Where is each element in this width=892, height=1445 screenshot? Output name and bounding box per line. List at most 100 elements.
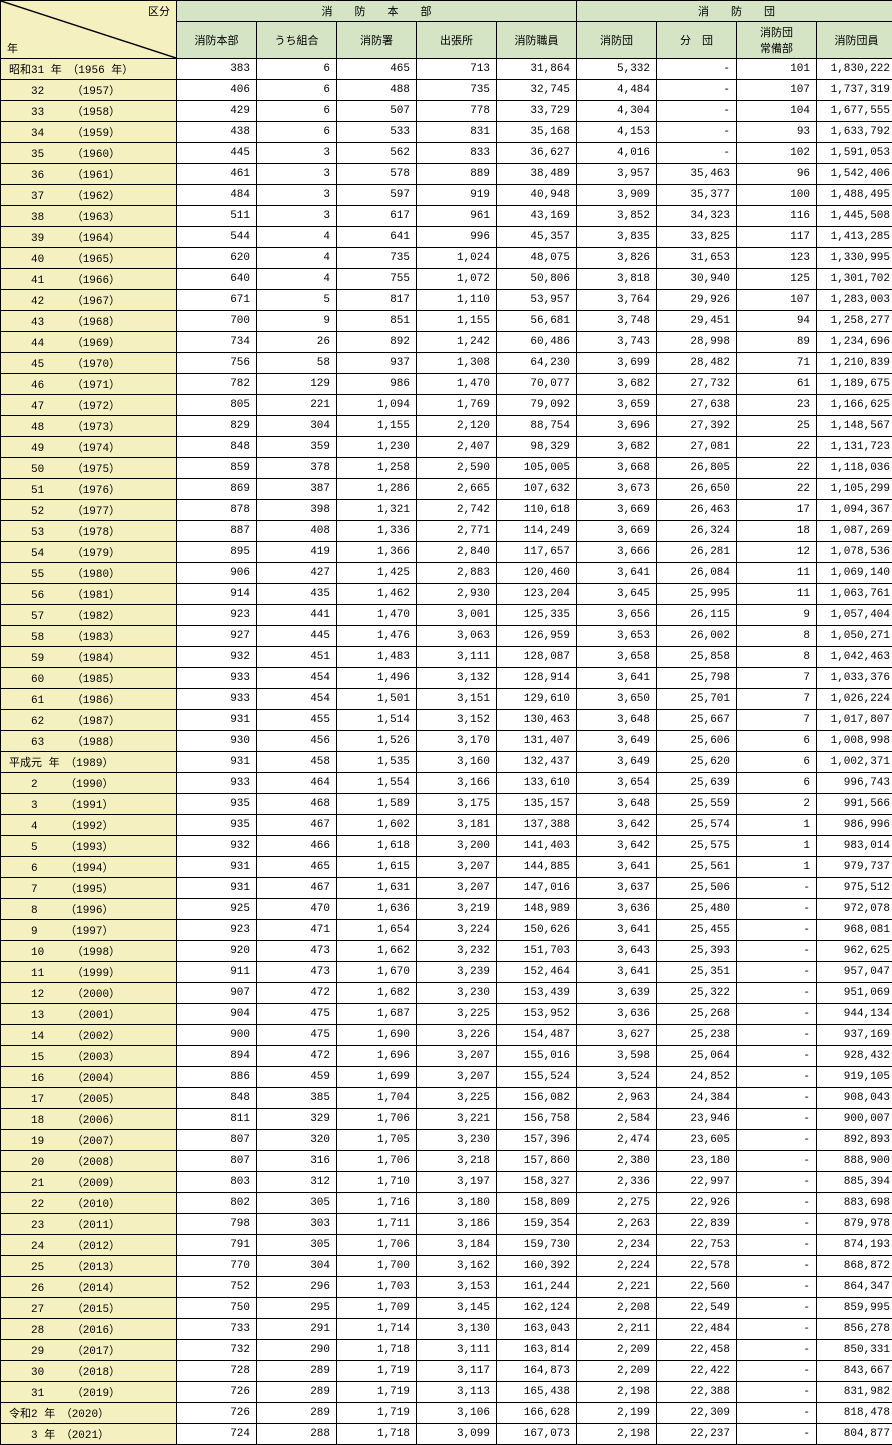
data-cell: 3,180	[417, 1193, 497, 1214]
data-cell: 883,698	[817, 1193, 892, 1214]
data-cell: 2,120	[417, 416, 497, 437]
data-cell: 3,132	[417, 668, 497, 689]
data-cell: 1,711	[337, 1214, 417, 1235]
year-cell: 46 （1971）	[1, 374, 177, 395]
data-cell: 58	[257, 353, 337, 374]
data-cell: 28,482	[657, 353, 737, 374]
col-header: 消防本部	[177, 22, 257, 59]
data-cell: 3,160	[417, 752, 497, 773]
data-cell: 157,860	[497, 1151, 577, 1172]
data-cell: 874,193	[817, 1235, 892, 1256]
data-cell: 3,226	[417, 1025, 497, 1046]
data-cell: 700	[177, 311, 257, 332]
data-cell: 1,042,463	[817, 647, 892, 668]
table-row: 28 （2016）7332911,7143,130163,0432,21122,…	[1, 1319, 892, 1340]
data-cell: 31,864	[497, 59, 577, 80]
data-cell: 25,995	[657, 584, 737, 605]
data-cell: 3,649	[577, 752, 657, 773]
data-cell: 6	[737, 773, 817, 794]
data-cell: 7	[737, 710, 817, 731]
data-cell: 732	[177, 1340, 257, 1361]
data-cell: 25,455	[657, 920, 737, 941]
year-cell: 35 （1960）	[1, 143, 177, 164]
col-header: うち組合	[257, 22, 337, 59]
data-cell: 3,224	[417, 920, 497, 941]
data-cell: 920	[177, 941, 257, 962]
header-group-honbu: 消 防 本 部	[177, 1, 577, 22]
data-cell: 2,211	[577, 1319, 657, 1340]
data-cell: 472	[257, 983, 337, 1004]
data-cell: 22	[737, 437, 817, 458]
data-cell: 132,437	[497, 752, 577, 773]
data-cell: 61	[737, 374, 817, 395]
data-cell: -	[737, 1298, 817, 1319]
col-header: 消防団員	[817, 22, 892, 59]
data-cell: 25,561	[657, 857, 737, 878]
data-cell: 1,189,675	[817, 374, 892, 395]
data-cell: 38,489	[497, 164, 577, 185]
data-cell: 887	[177, 521, 257, 542]
table-row: 8 （1996）9254701,6363,219148,9893,63625,4…	[1, 899, 892, 920]
data-cell: 726	[177, 1403, 257, 1424]
data-cell: 979,737	[817, 857, 892, 878]
data-cell: 2,584	[577, 1109, 657, 1130]
data-cell: 968,081	[817, 920, 892, 941]
data-cell: 295	[257, 1298, 337, 1319]
data-cell: 25,238	[657, 1025, 737, 1046]
data-cell: -	[737, 1088, 817, 1109]
data-cell: 1,078,536	[817, 542, 892, 563]
data-cell: -	[737, 1382, 817, 1403]
data-cell: 18	[737, 521, 817, 542]
data-cell: 1,602	[337, 815, 417, 836]
data-cell: 12	[737, 542, 817, 563]
data-cell: 1,618	[337, 836, 417, 857]
col-header: 分 団	[657, 22, 737, 59]
table-row: 25 （2013）7703041,7003,162160,3922,22422,…	[1, 1256, 892, 1277]
data-cell: 1,131,723	[817, 437, 892, 458]
table-row: 平成元 年 （1989）9314581,5353,160132,4373,649…	[1, 752, 892, 773]
data-cell: 1,737,319	[817, 80, 892, 101]
data-cell: 2,263	[577, 1214, 657, 1235]
data-cell: 126,959	[497, 626, 577, 647]
data-cell: 3,748	[577, 311, 657, 332]
data-cell: -	[737, 983, 817, 1004]
data-cell: 27,638	[657, 395, 737, 416]
data-cell: 3,696	[577, 416, 657, 437]
year-cell: 60 （1985）	[1, 668, 177, 689]
data-cell: 3,669	[577, 500, 657, 521]
data-cell: 11	[737, 563, 817, 584]
data-cell: 159,730	[497, 1235, 577, 1256]
data-cell: 2,840	[417, 542, 497, 563]
data-cell: 1,033,376	[817, 668, 892, 689]
header-year: 年	[7, 40, 18, 56]
table-row: 3 年 （2021）7242881,7183,099167,0732,19822…	[1, 1424, 892, 1445]
data-cell: 163,814	[497, 1340, 577, 1361]
data-cell: 156,758	[497, 1109, 577, 1130]
data-cell: 22,388	[657, 1382, 737, 1403]
data-cell: 43,169	[497, 206, 577, 227]
year-cell: 10 （1998）	[1, 941, 177, 962]
data-cell: 3,001	[417, 605, 497, 626]
data-cell: 35,168	[497, 122, 577, 143]
year-cell: 20 （2008）	[1, 1151, 177, 1172]
data-cell: 305	[257, 1193, 337, 1214]
data-cell: 3,152	[417, 710, 497, 731]
year-cell: 25 （2013）	[1, 1256, 177, 1277]
year-cell: 48 （1973）	[1, 416, 177, 437]
data-cell: 133,610	[497, 773, 577, 794]
data-cell: 3,200	[417, 836, 497, 857]
data-cell: 128,914	[497, 668, 577, 689]
data-cell: 1,631	[337, 878, 417, 899]
data-cell: 807	[177, 1130, 257, 1151]
data-cell: 26,084	[657, 563, 737, 584]
data-cell: 996,743	[817, 773, 892, 794]
year-cell: 58 （1983）	[1, 626, 177, 647]
data-cell: 3,659	[577, 395, 657, 416]
year-cell: 59 （1984）	[1, 647, 177, 668]
year-cell: 8 （1996）	[1, 899, 177, 920]
data-cell: 3,170	[417, 731, 497, 752]
table-row: 30 （2018）7282891,7193,117164,8732,20922,…	[1, 1361, 892, 1382]
data-cell: 3,641	[577, 962, 657, 983]
data-cell: 429	[177, 101, 257, 122]
data-cell: 26,650	[657, 479, 737, 500]
